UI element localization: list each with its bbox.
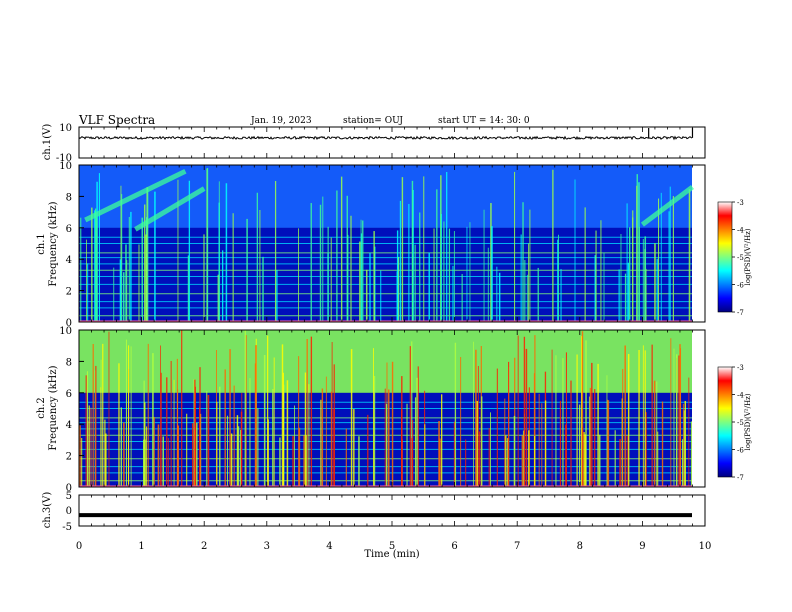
- time-tick-label: 1: [138, 541, 144, 552]
- ch1-waveform-frame: [78, 126, 706, 159]
- figure-title: VLF Spectra: [78, 113, 155, 127]
- time-tick-label: 4: [326, 541, 332, 552]
- ch1-spectrogram-yticks: 0 2 4 6 8 10: [59, 161, 84, 329]
- ch1-ytick-bottom: -10: [56, 153, 72, 164]
- ch2-colorbar-ticks: -3 -4 -5 -6 -7: [732, 364, 744, 482]
- ch3-ytick-mid: 0: [66, 506, 72, 517]
- chorus-emission: [84, 169, 187, 223]
- ch2-spectrogram-yticks: 0 2 4 6 8 10: [59, 326, 84, 494]
- colorbar-tick-label: -7: [737, 474, 744, 482]
- ch1-waveform-panel: 10 -10 ch.1(V): [42, 123, 706, 164]
- ch3-ytick-top: 5: [66, 491, 72, 502]
- time-tick-label: 5: [389, 541, 395, 552]
- ch2-spectrogram-image: [79, 330, 705, 487]
- ch1-spectrogram-ylabel-channel: ch.1: [36, 233, 47, 255]
- freq-tick-label: 8: [66, 357, 72, 368]
- freq-tick-label: 10: [59, 326, 72, 337]
- time-axis-label: Time (min): [364, 549, 419, 560]
- header-start-ut: start UT = 14: 30: 0: [438, 116, 530, 126]
- freq-tick-label: 2: [66, 287, 72, 298]
- freq-tick-label: 10: [59, 161, 72, 172]
- ch3-ytick-bottom: -5: [62, 522, 72, 533]
- ch1-colorbar-ticks: -3 -4 -5 -6 -7: [732, 199, 744, 317]
- time-tick-label: 3: [264, 541, 270, 552]
- spectrogram-no-data: [692, 165, 705, 322]
- freq-tick-label: 6: [66, 389, 72, 400]
- minute-tick-marks: [78, 127, 706, 526]
- ch3-waveform-ylabel: ch.3(V): [42, 492, 53, 529]
- ch1-spectrogram-image: [79, 165, 705, 322]
- header-date: Jan. 19, 2023: [250, 116, 312, 126]
- freq-tick-label: 4: [66, 255, 72, 266]
- spectrogram-upper-band: [79, 165, 692, 228]
- header-station: station= OUJ: [343, 116, 403, 126]
- chorus-emission: [640, 184, 694, 227]
- time-tick-label: 6: [451, 541, 457, 552]
- time-tick-label: 9: [639, 541, 645, 552]
- ch2-spectrogram-ylabel-channel: ch.2: [36, 397, 47, 419]
- colorbar-tick-label: -6: [737, 447, 744, 455]
- ch2-colorbar: [717, 366, 733, 478]
- time-tick-label: 2: [201, 541, 207, 552]
- time-tick-label: 10: [699, 541, 712, 552]
- colorbar-tick-label: -4: [737, 227, 744, 235]
- freq-tick-label: 4: [66, 420, 72, 431]
- time-axis-ticks: 0 1 2 3 4 5 6 7 8 9 10: [76, 541, 712, 552]
- time-tick-label: 8: [577, 541, 583, 552]
- freq-tick-label: 2: [66, 452, 72, 463]
- colorbar-tick-label: -6: [737, 282, 744, 290]
- ch3-waveform-frame: [78, 494, 706, 527]
- spectrogram-no-data: [692, 330, 705, 487]
- freq-tick-label: 8: [66, 192, 72, 203]
- chorus-emission: [134, 186, 206, 232]
- time-tick-label: 7: [514, 541, 520, 552]
- ch1-colorbar: [717, 201, 733, 313]
- time-tick-label: 0: [76, 541, 82, 552]
- freq-tick-label: 0: [66, 318, 72, 329]
- ch3-waveform-panel: 5 0 -5 ch.3(V) 0 1 2 3 4 5 6 7 8 9 10 Time (min): [42, 491, 711, 560]
- freq-tick-label: 6: [66, 224, 72, 235]
- ch2-spectrogram-ylabel-freq: Frequency (kHz): [48, 365, 59, 450]
- ch2-colorbar-label: log(PSD)(V²/Hz): [744, 393, 752, 450]
- ch1-waveform-line: [78, 135, 693, 141]
- colorbar-tick-label: -7: [737, 309, 744, 317]
- freq-tick-label: 0: [66, 483, 72, 494]
- ch1-spectrogram-ylabel-freq: Frequency (kHz): [48, 201, 59, 286]
- colorbar-tick-label: -4: [737, 392, 744, 400]
- colorbar-tick-label: -3: [737, 199, 744, 207]
- ch1-colorbar-label: log(PSD)(V²/Hz): [744, 228, 752, 285]
- colorbar-tick-label: -5: [737, 419, 744, 427]
- colorbar-tick-label: -5: [737, 254, 744, 262]
- ch1-waveform-ylabel: ch.1(V): [42, 124, 53, 161]
- colorbar-tick-label: -3: [737, 364, 744, 372]
- ch1-ytick-top: 10: [59, 123, 72, 134]
